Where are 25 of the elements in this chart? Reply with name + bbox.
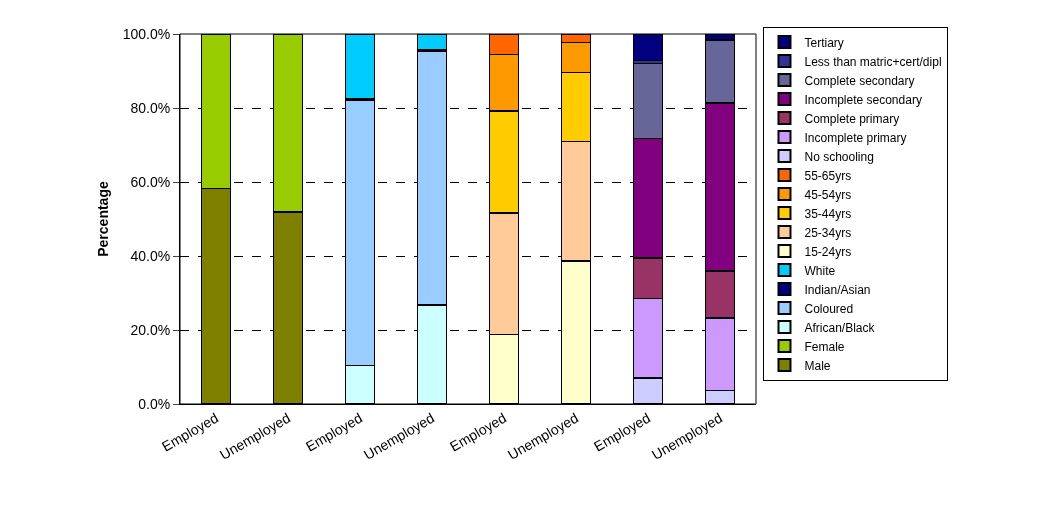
legend-label: Female bbox=[804, 339, 845, 354]
legend-label: Tertiary bbox=[804, 35, 844, 50]
legend-label: Incomplete primary bbox=[804, 130, 907, 145]
y-tick-label: 40.0% bbox=[130, 247, 171, 264]
y-tick-label: 0.0% bbox=[138, 395, 171, 412]
legend-label: Less than matric+cert/dipl bbox=[804, 54, 942, 69]
y-tick-label: 100.0% bbox=[122, 25, 171, 42]
legend-label: White bbox=[804, 263, 836, 278]
legend-label: Indian/Asian bbox=[804, 282, 871, 297]
legend-label: Incomplete secondary bbox=[804, 92, 922, 107]
legend-label: Male bbox=[804, 358, 831, 373]
legend-label: 15-24yrs bbox=[804, 244, 852, 259]
legend-label: 25-34yrs bbox=[804, 225, 852, 240]
legend-label: 55-65yrs bbox=[804, 168, 852, 183]
legend-label: 45-54yrs bbox=[804, 187, 852, 202]
y-tick-label: 80.0% bbox=[130, 99, 171, 116]
legend-label: No schooling bbox=[804, 149, 874, 164]
legend-label: Complete primary bbox=[804, 111, 900, 126]
y-tick-label: 20.0% bbox=[130, 321, 171, 338]
legend-label: African/Black bbox=[804, 320, 876, 335]
legend-label: 35-44yrs bbox=[804, 206, 852, 221]
y-tick-label: 60.0% bbox=[130, 173, 171, 190]
y-axis-title: Percentage bbox=[95, 181, 112, 257]
legend-label: Complete secondary bbox=[804, 73, 915, 88]
legend-label: Coloured bbox=[804, 301, 854, 316]
